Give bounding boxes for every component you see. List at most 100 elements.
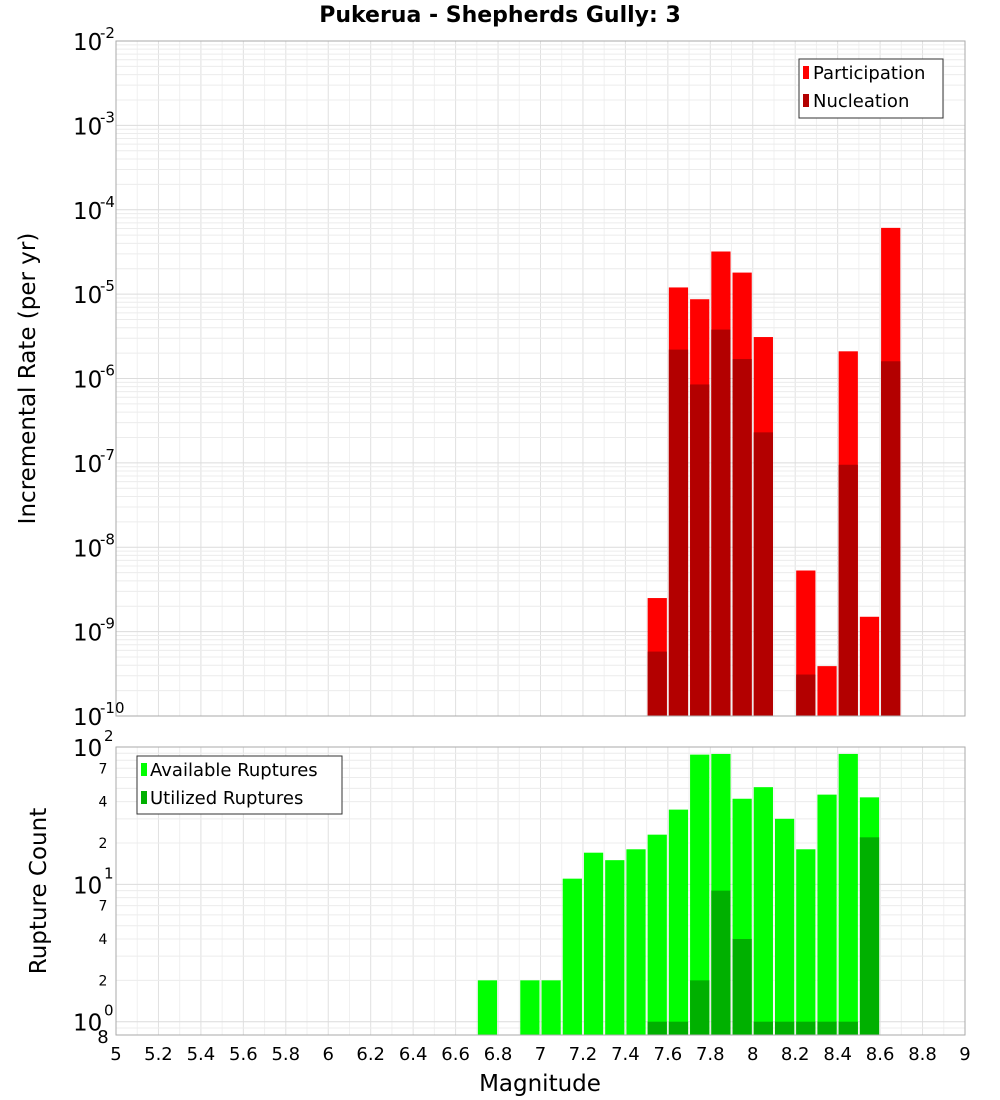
top-plot-frame (115, 40, 966, 717)
available-ruptures-bar (647, 834, 667, 1035)
y-tick-exponent: -6 (100, 362, 115, 380)
available-ruptures-bar (668, 809, 689, 1035)
x-tick-label: 5 (110, 1044, 121, 1065)
nucleation-bar (647, 651, 667, 716)
y-minor-tick-label: 7 (99, 899, 108, 915)
x-tick-label: 6.2 (356, 1044, 385, 1065)
x-tick-label: 7.2 (569, 1044, 598, 1065)
x-tick-label: 7 (535, 1044, 546, 1065)
x-tick-label: 5.8 (271, 1044, 300, 1065)
nucleation-bar (838, 464, 858, 716)
nucleation-bar (711, 329, 731, 716)
utilized-ruptures-bar (753, 1021, 773, 1035)
available-ruptures-bar (690, 754, 710, 1035)
utilized-ruptures-bar (711, 890, 731, 1035)
nucleation-bar (753, 432, 773, 716)
utilized-ruptures-bar (796, 1021, 816, 1035)
x-tick-label: 6.8 (484, 1044, 513, 1065)
utilized-ruptures-bar (732, 939, 752, 1035)
x-tick-label: 8.8 (908, 1044, 937, 1065)
x-axis-label: Magnitude (479, 1071, 601, 1097)
y-tick-label: 10 (73, 621, 102, 647)
available-ruptures-bar (562, 878, 582, 1035)
legend-label: Utilized Ruptures (150, 788, 303, 809)
bottom-legend: Available Ruptures Utilized Ruptures (136, 755, 343, 815)
y-tick-label: 10 (73, 705, 102, 731)
top-y-tick-labels: 10-210-310-410-510-610-710-810-910-10 (73, 24, 125, 731)
chart-title: Pukerua - Shepherds Gully: 3 (319, 3, 681, 28)
y-tick-label: 10 (73, 536, 102, 562)
x-tick-label: 6 (323, 1044, 334, 1065)
y-minor-tick-label: 7 (99, 761, 108, 777)
bottom-plot-frame (115, 746, 966, 1036)
y-minor-tick-label: 4 (99, 795, 108, 811)
available-ruptures-bar (583, 852, 604, 1035)
utilized-ruptures-bar (668, 1021, 689, 1035)
y-minor-tick-label: 8 (97, 1027, 108, 1048)
legend-swatch (803, 66, 809, 79)
utilized-ruptures-bar (859, 837, 880, 1035)
nucleation-bar (668, 349, 689, 716)
y-tick-label: 10 (73, 368, 102, 394)
x-tick-labels: 5 5.2 5.4 5.6 5.8 6 6.2 6.4 6.6 6.8 7 7.2 7.4 7.6 7.8 8… (110, 1044, 970, 1065)
y-minor-tick-label: 2 (99, 836, 108, 852)
x-tick-label: 8.2 (781, 1044, 810, 1065)
y-tick-exponent: 2 (104, 727, 114, 745)
legend-label: Available Ruptures (150, 760, 318, 781)
y-tick-label: 10 (73, 1011, 102, 1037)
available-ruptures-bar (774, 818, 795, 1035)
x-tick-label: 6.4 (399, 1044, 428, 1065)
available-ruptures-bar (477, 980, 498, 1035)
y-minor-tick-label: 4 (99, 932, 108, 948)
y-tick-label: 10 (73, 736, 102, 762)
y-tick-label: 10 (73, 452, 102, 478)
utilized-ruptures-bar (690, 980, 710, 1035)
participation-bar (817, 666, 837, 716)
x-tick-label: 7.8 (696, 1044, 725, 1065)
utilized-ruptures-bar (647, 1021, 667, 1035)
y-tick-exponent: 1 (104, 864, 114, 882)
legend-swatch (803, 94, 809, 107)
x-tick-label: 5.6 (229, 1044, 258, 1065)
legend-swatch (141, 791, 147, 804)
x-tick-label: 8.4 (823, 1044, 852, 1065)
legend-label: Participation (813, 63, 925, 84)
participation-bar (859, 616, 880, 716)
legend-swatch (141, 763, 147, 776)
y-tick-label: 10 (73, 114, 102, 140)
available-ruptures-bar (753, 787, 773, 1035)
top-y-axis-label: Incremental Rate (per yr) (15, 233, 41, 525)
y-tick-label: 10 (73, 30, 102, 56)
y-tick-label: 10 (73, 283, 102, 309)
top-grid (116, 41, 965, 716)
utilized-ruptures-bar (838, 1021, 858, 1035)
available-ruptures-bar (817, 794, 837, 1035)
legend-box (136, 755, 343, 815)
y-tick-label: 10 (73, 199, 102, 225)
y-minor-tick-label: 2 (99, 973, 108, 989)
utilized-ruptures-bar (774, 1021, 795, 1035)
y-tick-label: 10 (73, 873, 102, 899)
y-tick-exponent: -7 (100, 446, 115, 464)
x-tick-label: 7.6 (654, 1044, 683, 1065)
available-ruptures-bar (605, 860, 625, 1035)
y-tick-exponent: -9 (100, 615, 115, 633)
y-tick-exponent: 0 (104, 1002, 114, 1020)
top-plot: 10-210-310-410-510-610-710-810-910-10 In… (15, 24, 966, 731)
x-tick-label: 6.6 (441, 1044, 470, 1065)
x-tick-label: 5.4 (187, 1044, 216, 1065)
x-tick-label: 9 (959, 1044, 970, 1065)
y-tick-exponent: -4 (100, 193, 115, 211)
legend-label: Nucleation (813, 91, 909, 112)
available-ruptures-bar (626, 849, 646, 1035)
y-tick-exponent: -5 (100, 277, 115, 295)
available-ruptures-bar (838, 753, 858, 1035)
nucleation-bar (796, 674, 816, 716)
top-bars (647, 227, 901, 716)
nucleation-bar (881, 361, 901, 716)
x-tick-label: 8 (747, 1044, 758, 1065)
available-ruptures-bar (541, 980, 561, 1035)
